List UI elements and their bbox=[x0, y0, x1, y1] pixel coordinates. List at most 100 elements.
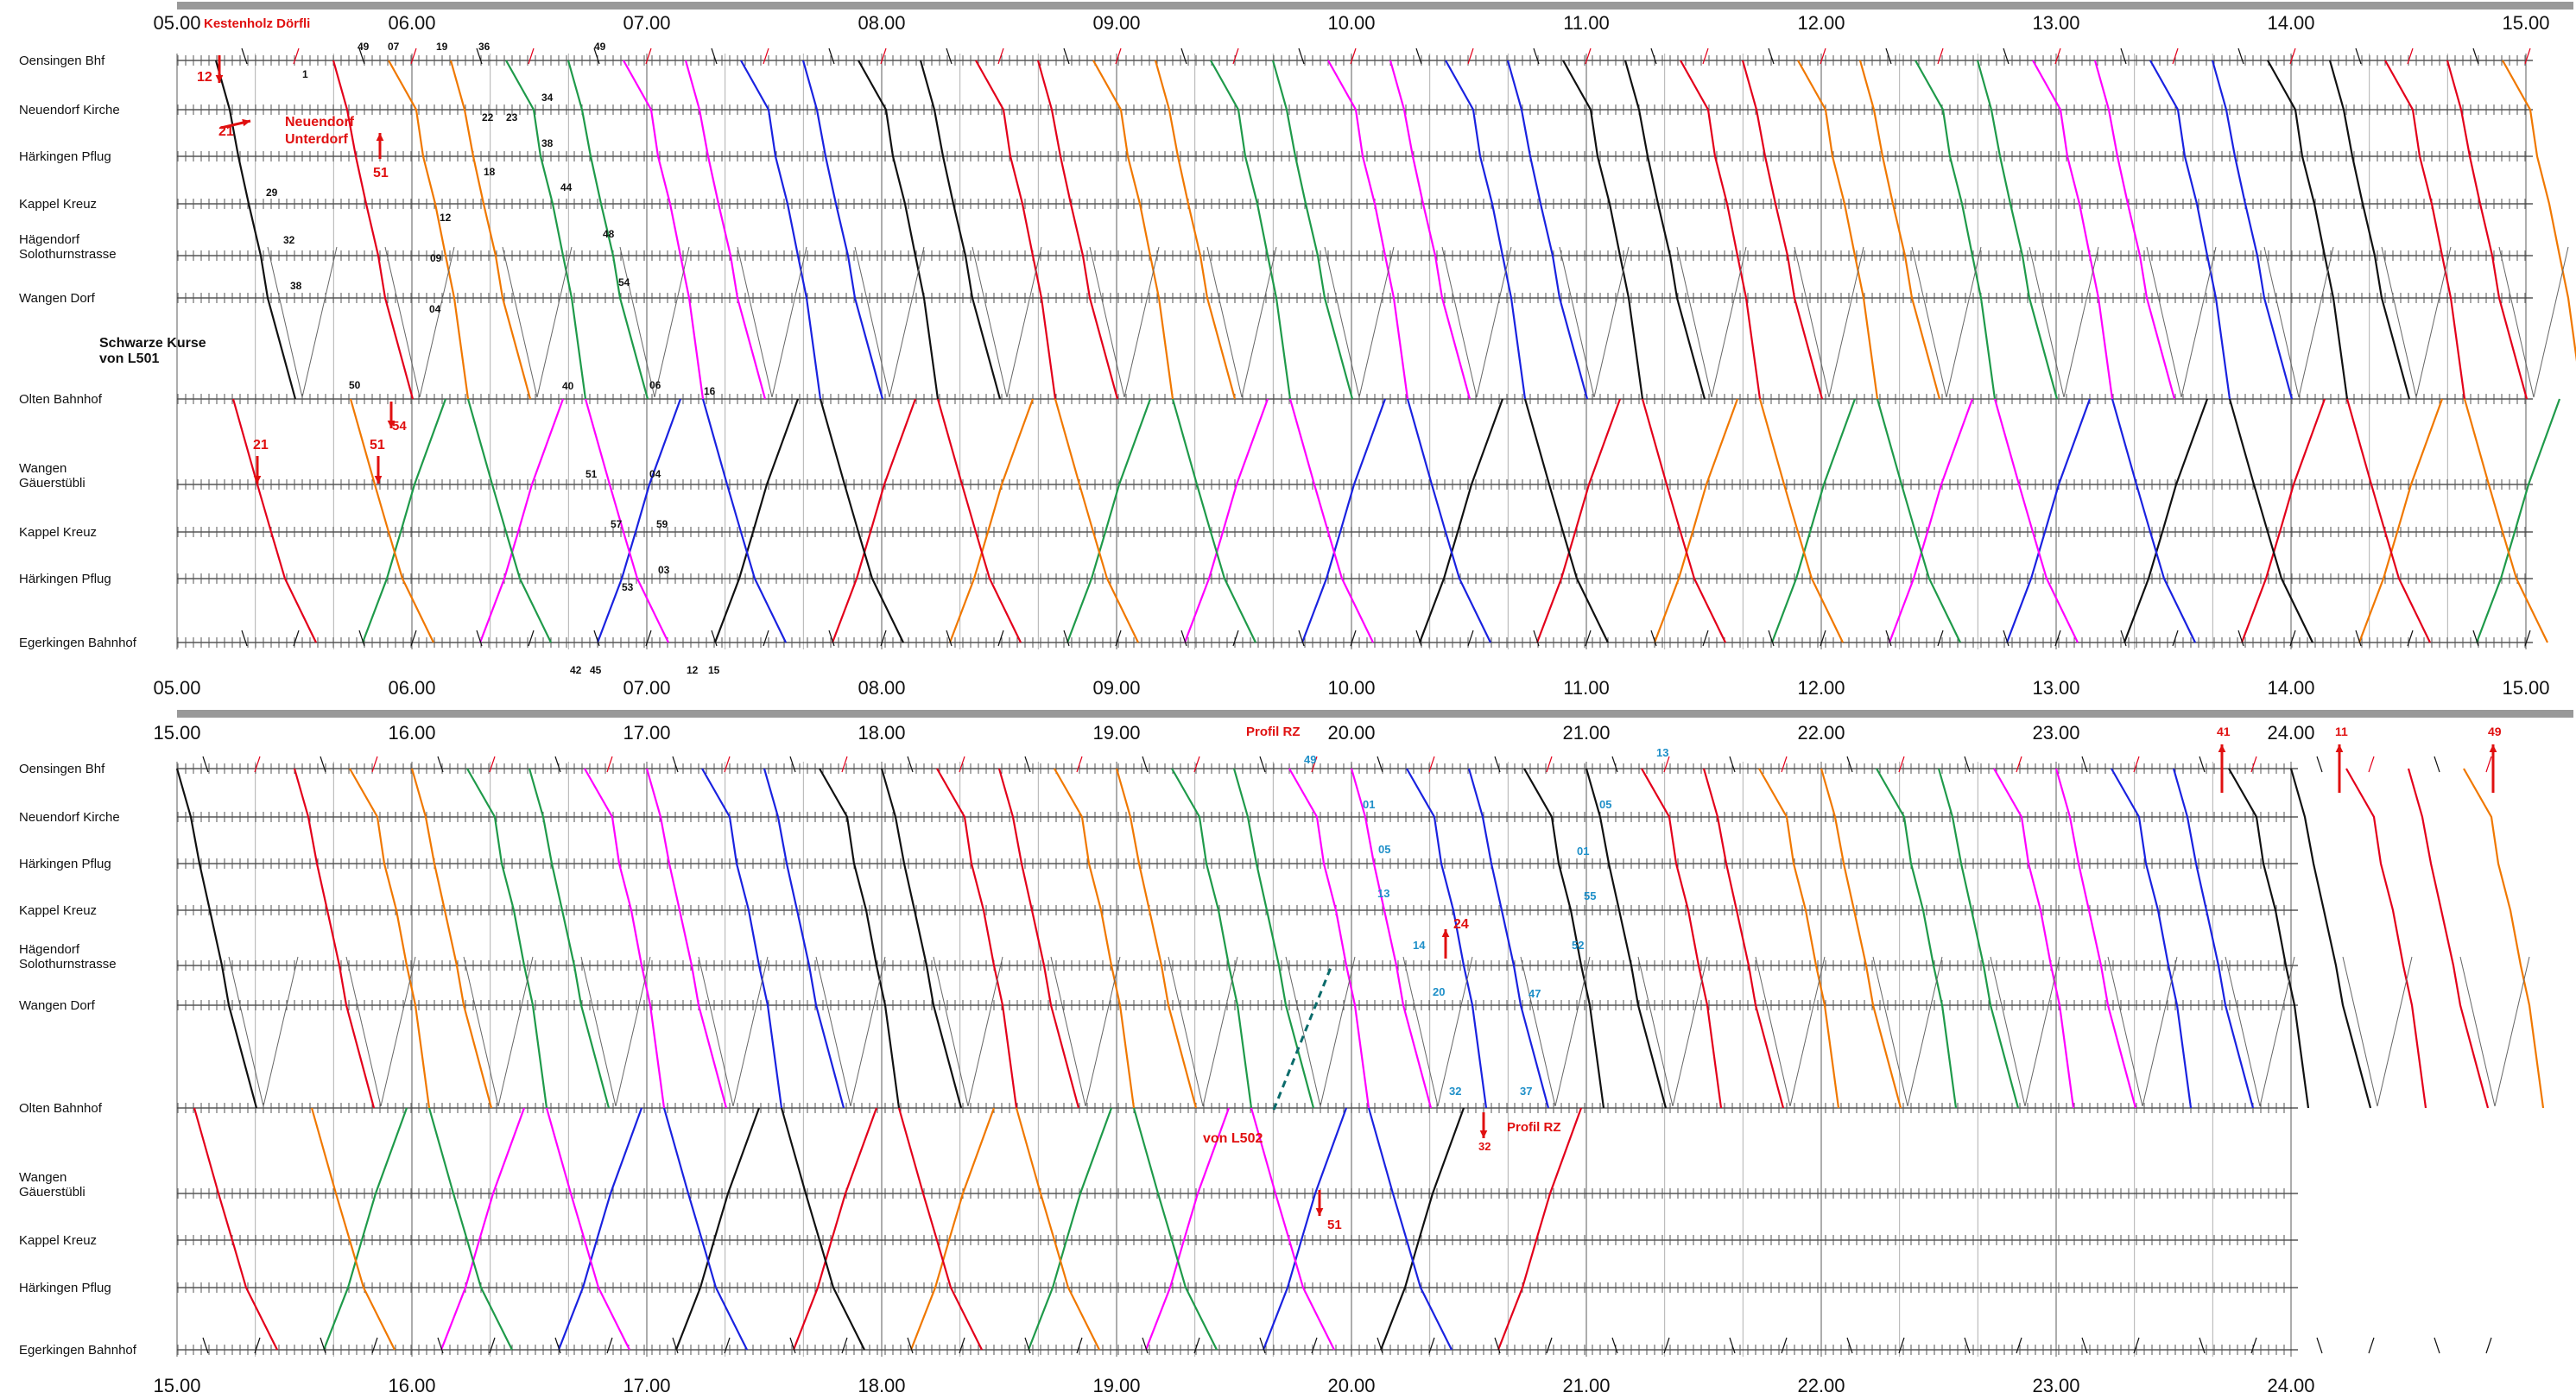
gray-course-line bbox=[2142, 956, 2178, 1107]
annotation-red: Profil RZ bbox=[1507, 1120, 1561, 1135]
station-label: Egerkingen Bahnhof bbox=[19, 636, 137, 650]
dashed-connector bbox=[1272, 965, 1333, 1111]
gray-course-line bbox=[972, 246, 1008, 398]
arrow-mark bbox=[241, 630, 248, 647]
arrow-mark bbox=[410, 47, 417, 65]
arrow-mark bbox=[880, 47, 887, 65]
annotation-black: 32 bbox=[283, 234, 295, 246]
hour-label-top: 13.00 bbox=[2032, 12, 2079, 34]
service-line-upper-up bbox=[858, 60, 940, 400]
annotation-black: 16 bbox=[704, 385, 716, 397]
arrow-mark bbox=[1311, 756, 1318, 773]
service-line-upper-down bbox=[801, 60, 884, 400]
service-line-upper-up bbox=[1327, 60, 1409, 400]
gray-course-line bbox=[228, 956, 264, 1107]
annotation-blue: 32 bbox=[1449, 1085, 1461, 1098]
service-line-upper-down bbox=[332, 60, 415, 400]
hour-label-top: 06.00 bbox=[388, 12, 435, 34]
gray-course-line bbox=[1324, 246, 1360, 398]
arrow-mark bbox=[1193, 1337, 1200, 1354]
hour-label-bottom: 18.00 bbox=[858, 1375, 905, 1396]
hour-label-bottom: 10.00 bbox=[1327, 677, 1375, 699]
arrow-mark bbox=[959, 1337, 965, 1354]
arrow-mark bbox=[1467, 47, 1474, 65]
service-line-lower-up bbox=[2358, 398, 2444, 643]
arrow-mark bbox=[2434, 756, 2440, 773]
arrow-mark bbox=[1781, 756, 1788, 773]
arrow-mark bbox=[1115, 630, 1122, 647]
annotation-black: 07 bbox=[388, 41, 400, 53]
arrow-mark bbox=[2237, 630, 2244, 647]
gray-course-line bbox=[1168, 956, 1204, 1107]
annotation-red: 21 bbox=[253, 438, 269, 453]
hour-label-bottom: 09.00 bbox=[1092, 677, 1140, 699]
arrow-mark bbox=[2355, 630, 2362, 647]
service-line-upper-down bbox=[410, 768, 493, 1109]
arrow-mark bbox=[1428, 1337, 1435, 1354]
gray-course-line bbox=[2107, 956, 2143, 1107]
arrow-mark bbox=[2054, 47, 2061, 65]
annotation-black: 45 bbox=[590, 664, 602, 676]
arrow-mark bbox=[528, 47, 535, 65]
service-line-upper-down bbox=[214, 60, 297, 400]
service-line-upper-up bbox=[505, 60, 587, 400]
service-line-lower-down bbox=[1406, 398, 1491, 643]
annotation-black: 15 bbox=[708, 664, 720, 676]
arrow-mark bbox=[1076, 1337, 1083, 1354]
service-line-lower-up bbox=[596, 398, 682, 643]
hour-label-top: 16.00 bbox=[388, 722, 435, 744]
arrow-mark bbox=[1063, 47, 1070, 65]
arrow-mark bbox=[489, 1337, 496, 1354]
service-line-lower-down bbox=[897, 1107, 983, 1351]
red-arrow-head bbox=[387, 420, 396, 428]
arrow-mark bbox=[1585, 47, 1592, 65]
annotation-blue: 37 bbox=[1520, 1085, 1532, 1098]
annotation-red: 12 bbox=[197, 70, 212, 85]
station-ticks bbox=[177, 1188, 2285, 1199]
red-arrow-head bbox=[215, 74, 224, 83]
annotation-blue: 52 bbox=[1572, 939, 1584, 952]
annotation-black: 12 bbox=[687, 664, 699, 676]
red-arrow-head bbox=[1479, 1130, 1488, 1138]
arrow-mark bbox=[2199, 756, 2206, 773]
station-label: Oensingen Bhf bbox=[19, 54, 105, 68]
service-line-lower-up bbox=[1144, 1107, 1231, 1351]
arrow-mark bbox=[828, 630, 835, 647]
annotation-red: 49 bbox=[2488, 725, 2502, 738]
service-line-upper-down bbox=[763, 768, 845, 1109]
annotation-red: Profil RZ bbox=[1246, 725, 1301, 739]
service-line-upper-down bbox=[1585, 768, 1668, 1109]
arrow-mark bbox=[997, 47, 1004, 65]
service-line-lower-up bbox=[440, 1107, 526, 1351]
service-line-lower-down bbox=[2345, 398, 2431, 643]
station-label: Kappel Kreuz bbox=[19, 1233, 97, 1248]
service-line-upper-down bbox=[2407, 768, 2490, 1109]
service-line-upper-up bbox=[1915, 60, 1997, 400]
red-arrow-head bbox=[376, 133, 384, 142]
arrow-mark bbox=[2485, 1337, 2492, 1354]
arrow-mark bbox=[1298, 47, 1305, 65]
annotation-blue: 01 bbox=[1363, 798, 1375, 811]
gray-course-line bbox=[1520, 956, 1556, 1107]
arrow-mark bbox=[2368, 756, 2375, 773]
gray-course-line bbox=[1755, 956, 1791, 1107]
annotation-black: 04 bbox=[429, 303, 441, 315]
arrow-mark bbox=[997, 630, 1004, 647]
service-line-upper-down bbox=[997, 768, 1080, 1109]
gray-course-line bbox=[2146, 246, 2182, 398]
annotation-red: 21 bbox=[218, 124, 234, 139]
annotation-red: 32 bbox=[1478, 1140, 1491, 1153]
service-line-lower-down bbox=[819, 398, 904, 643]
arrow-mark bbox=[1611, 756, 1618, 773]
service-line-lower-up bbox=[1066, 398, 1152, 643]
arrow-mark bbox=[1820, 47, 1826, 65]
annotation-blue: 14 bbox=[1413, 939, 1426, 952]
service-line-lower-up bbox=[2240, 398, 2326, 643]
service-line-lower-up bbox=[909, 1107, 996, 1351]
gray-course-line bbox=[2381, 246, 2417, 398]
arrow-mark bbox=[2237, 47, 2244, 65]
labels-layer: Oensingen Bhf Neuendorf Kirche Härkingen P… bbox=[19, 12, 2550, 1396]
gray-course-line bbox=[1559, 246, 1595, 398]
gray-course-line bbox=[2415, 246, 2452, 398]
hour-label-bottom: 14.00 bbox=[2267, 677, 2314, 699]
